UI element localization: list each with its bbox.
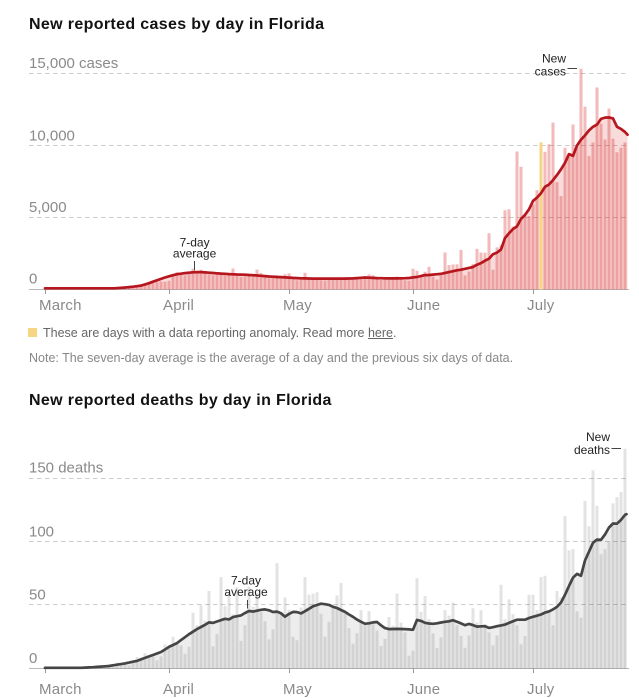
svg-text:July: July [527,681,555,698]
svg-text:7-day: 7-day [231,574,261,588]
svg-text:May: May [283,681,312,698]
svg-text:5,000: 5,000 [29,199,67,216]
svg-text:April: April [163,297,194,314]
svg-text:50: 50 [29,587,46,604]
svg-text:0: 0 [29,650,37,667]
svg-text:April: April [163,681,194,698]
svg-text:150 deaths: 150 deaths [29,460,103,477]
svg-text:June: June [407,681,440,698]
svg-text:average: average [224,585,268,599]
svg-text:cases: cases [535,65,566,79]
svg-text:deaths: deaths [574,443,610,457]
svg-text:March: March [39,297,82,314]
svg-text:March: March [39,681,82,698]
svg-text:New: New [542,52,566,66]
svg-text:May: May [283,297,312,314]
svg-text:July: July [527,297,555,314]
svg-text:10,000: 10,000 [29,128,75,145]
svg-text:100: 100 [29,524,54,541]
svg-text:June: June [407,297,440,314]
svg-text:New: New [586,430,610,444]
svg-text:average: average [173,247,217,261]
svg-text:7-day: 7-day [180,236,210,250]
svg-text:0: 0 [29,271,37,288]
svg-text:15,000 cases: 15,000 cases [29,55,118,72]
